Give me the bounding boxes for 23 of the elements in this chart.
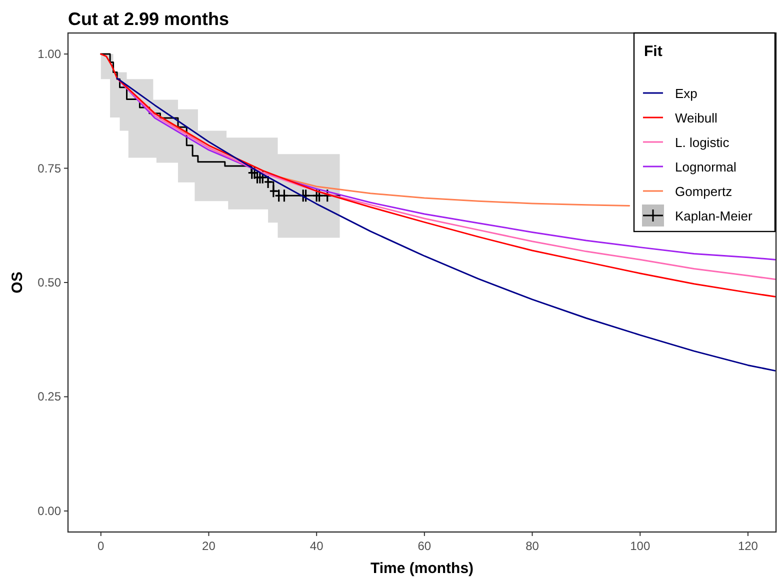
x-tick-label: 100 [630, 539, 650, 553]
x-tick-label: 0 [98, 539, 105, 553]
y-axis-title: OS [9, 272, 26, 294]
x-tick-label: 20 [202, 539, 216, 553]
x-axis-title: Time (months) [370, 560, 474, 577]
chart-title: Cut at 2.99 months [68, 9, 230, 29]
legend-title: Fit [644, 43, 662, 60]
y-tick-label: 1.00 [38, 47, 62, 62]
legend-label: Weibull [675, 110, 718, 126]
legend-label: L. logistic [675, 135, 730, 150]
y-tick-label: 0.25 [38, 390, 62, 404]
line-series [116, 77, 776, 372]
legend-label: Exp [675, 86, 698, 101]
x-tick-label: 80 [526, 539, 540, 553]
x-tick-label: 120 [738, 539, 758, 553]
y-tick-label: 0.50 [38, 276, 62, 290]
legend-label: Lognormal [675, 160, 737, 174]
y-tick-label: 0.75 [38, 161, 62, 176]
legend-label: Kaplan-Meier [675, 208, 753, 224]
y-tick-label: 0.00 [38, 504, 62, 518]
x-tick-label: 60 [418, 539, 432, 553]
legend-label: Gompertz [675, 184, 732, 199]
x-tick-label: 40 [310, 539, 324, 553]
